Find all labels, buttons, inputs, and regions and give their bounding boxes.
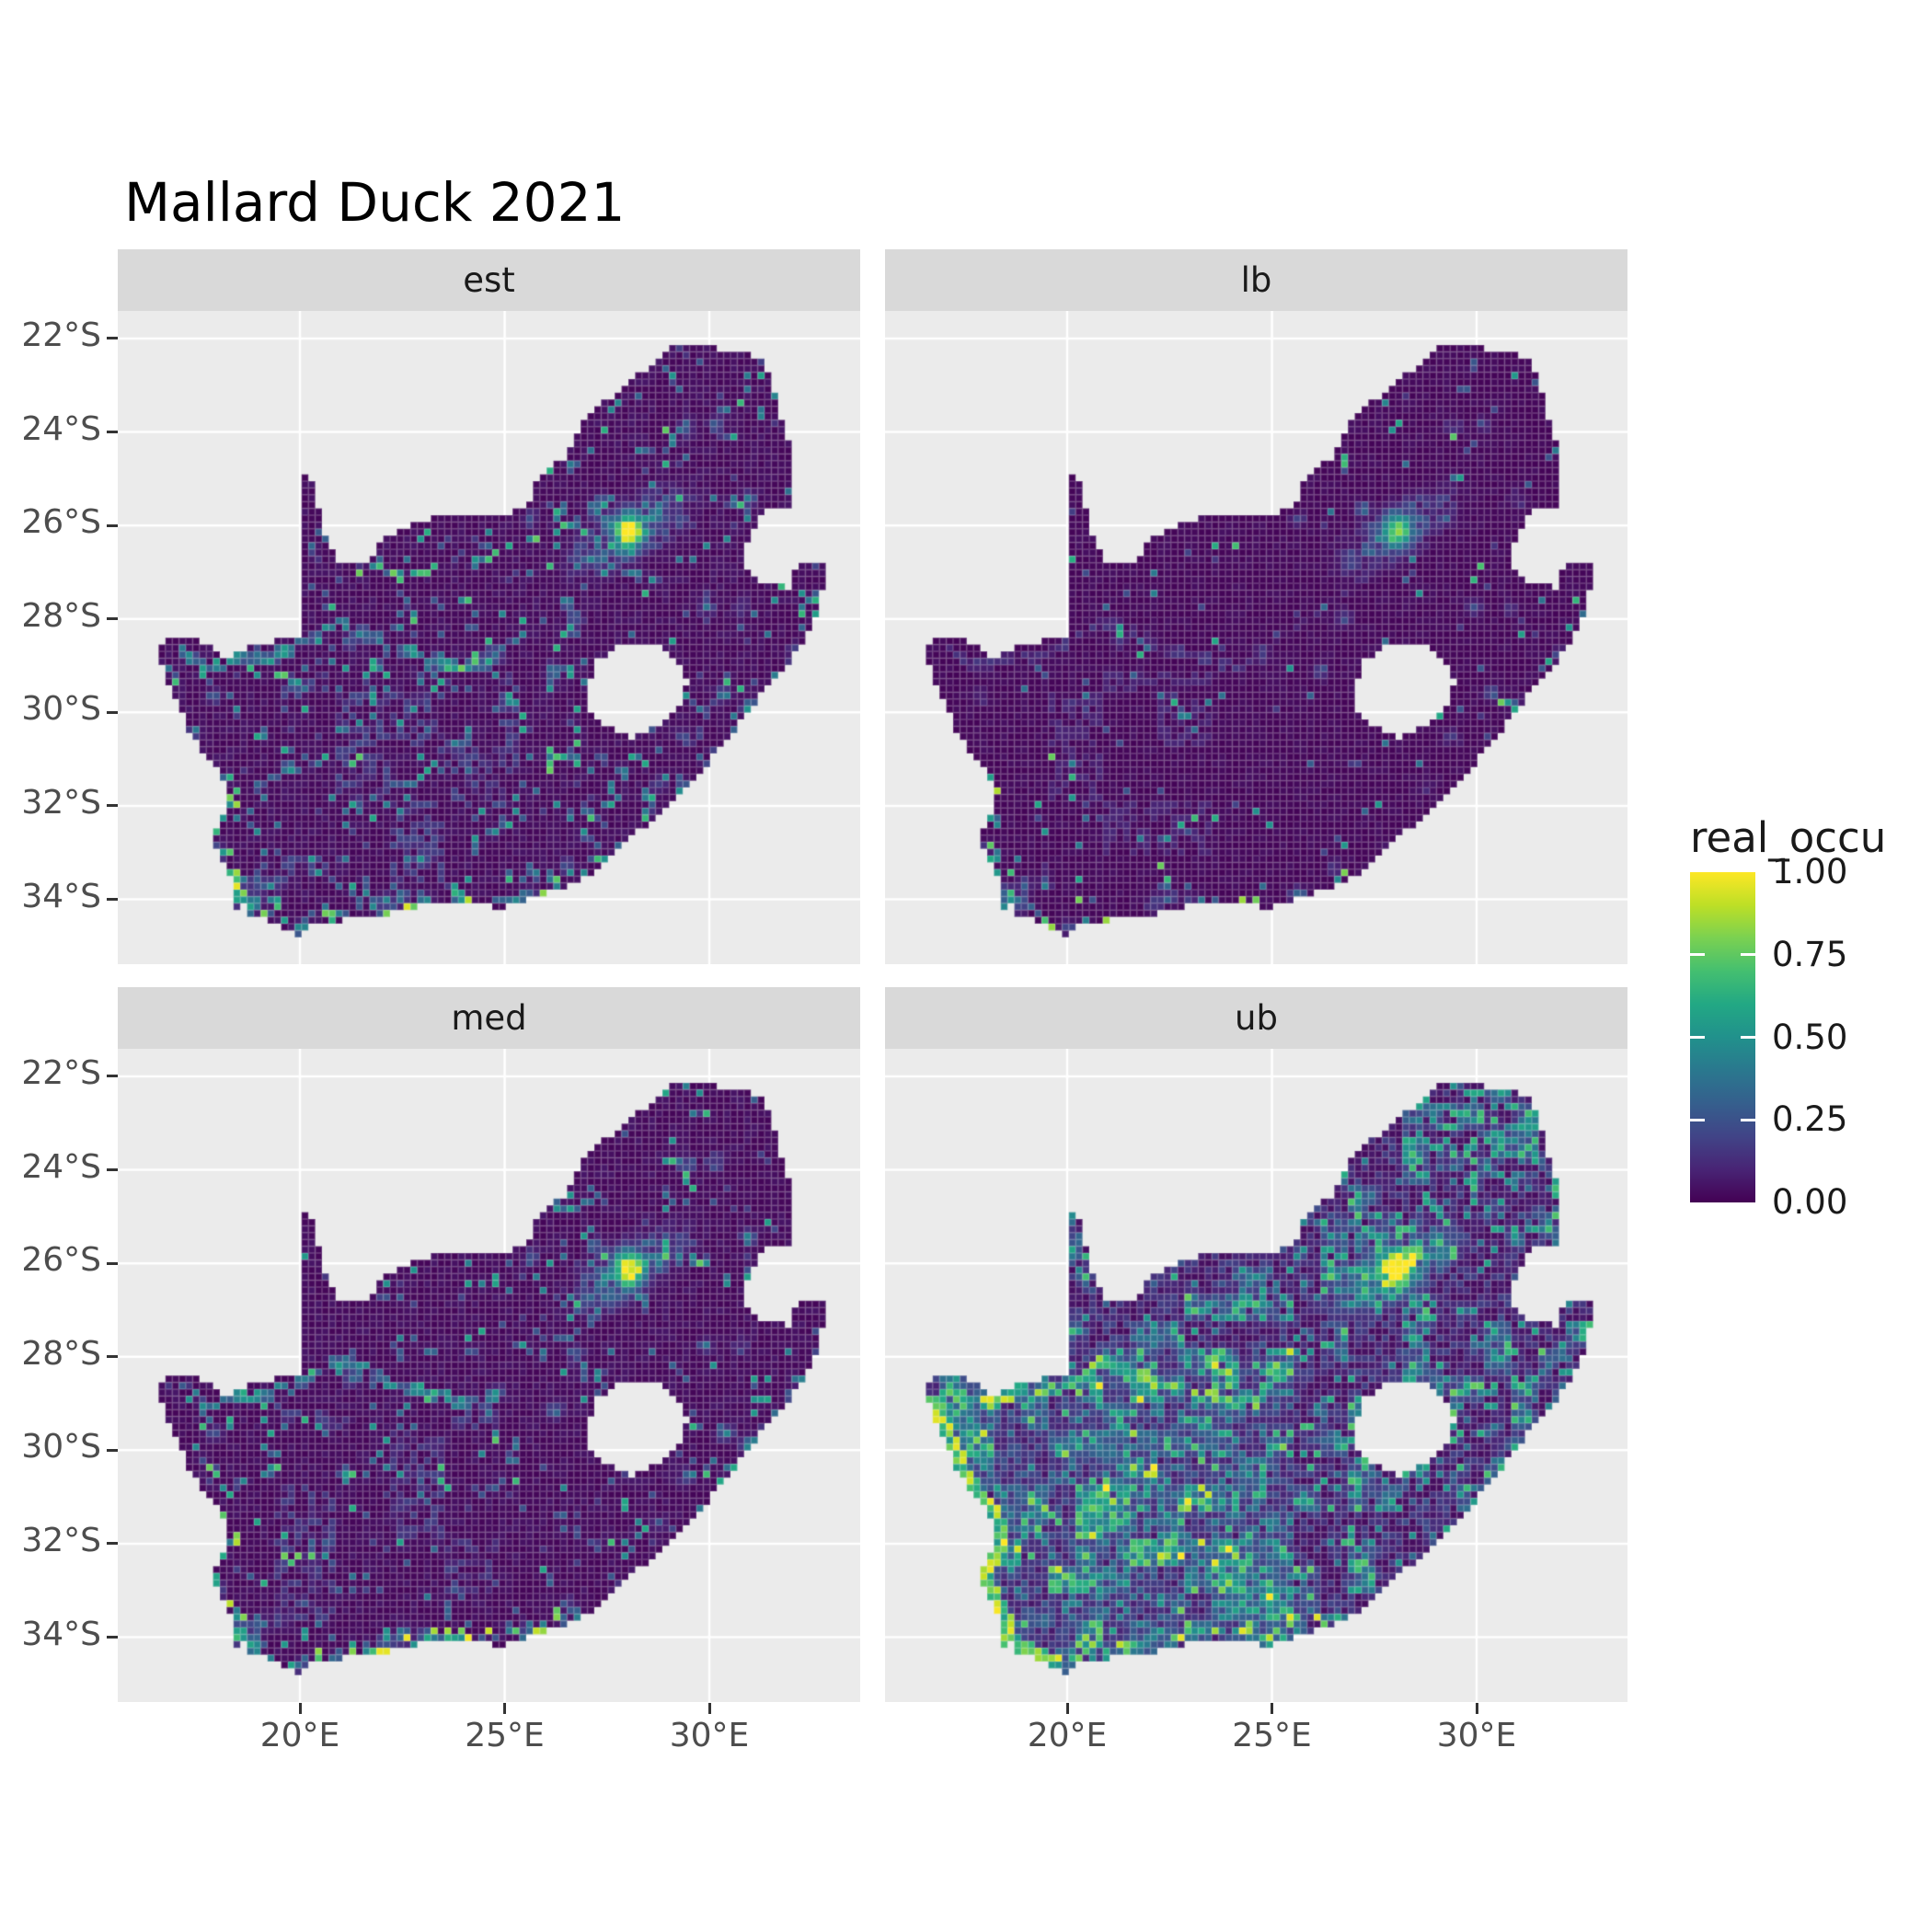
- map-panel-med: [118, 1049, 860, 1702]
- facet-strip-est: est: [118, 249, 860, 311]
- y-axis-tick-label: 22°S: [21, 1053, 101, 1092]
- x-axis-tick: [1065, 1703, 1069, 1714]
- facet-strip-label-ub: ub: [1235, 998, 1278, 1038]
- y-axis-tick-label: 32°S: [21, 1521, 101, 1559]
- y-axis-tick-label: 34°S: [21, 877, 101, 915]
- y-axis-tick-label: 26°S: [21, 1241, 101, 1280]
- x-axis-tick-label: 30°E: [669, 1717, 750, 1754]
- facet-strip-label-med: med: [451, 998, 527, 1038]
- plot-title: Mallard Duck 2021: [124, 171, 626, 234]
- x-axis-tick: [298, 1703, 302, 1714]
- y-axis-tick-label: 32°S: [21, 783, 101, 822]
- map-panel-ub: [885, 1049, 1627, 1702]
- x-axis-tick: [1475, 1703, 1478, 1714]
- x-axis-tick-label: 30°E: [1436, 1717, 1517, 1754]
- y-axis-tick-label: 30°S: [21, 690, 101, 729]
- legend-colorbar-tick: [1690, 1118, 1705, 1121]
- x-axis-tick: [1271, 1703, 1274, 1714]
- y-axis-tick: [107, 1355, 118, 1359]
- y-axis-tick-label: 28°S: [21, 596, 101, 635]
- x-axis-tick: [707, 1703, 711, 1714]
- facet-strip-ub: ub: [885, 987, 1627, 1049]
- map-panel-est: [118, 311, 860, 964]
- legend-title: real_occu: [1690, 813, 1887, 862]
- facet-strip-med: med: [118, 987, 860, 1049]
- y-axis-tick: [107, 1168, 118, 1172]
- y-axis-tick-label: 26°S: [21, 503, 101, 542]
- legend-tick-label: 1.00: [1772, 852, 1848, 891]
- y-axis-tick: [107, 523, 118, 527]
- y-axis-tick: [107, 710, 118, 714]
- legend-colorbar-tick: [1741, 1118, 1755, 1121]
- legend-tick-label: 0.25: [1772, 1099, 1848, 1140]
- y-axis-tick: [107, 898, 118, 902]
- y-axis-tick: [107, 617, 118, 621]
- x-axis-tick-label: 20°E: [1027, 1717, 1108, 1754]
- y-axis-tick: [107, 1636, 118, 1639]
- y-axis-tick-label: 30°S: [21, 1428, 101, 1466]
- map-panel-lb: [885, 311, 1627, 964]
- y-axis-tick: [107, 804, 118, 808]
- y-axis-tick: [107, 431, 118, 434]
- legend-colorbar-tick: [1741, 953, 1755, 957]
- y-axis-tick-label: 24°S: [21, 1147, 101, 1186]
- y-axis-tick: [107, 337, 118, 340]
- x-axis-tick-label: 25°E: [1232, 1717, 1312, 1754]
- legend-tick-label: 0.50: [1772, 1017, 1848, 1057]
- facet-strip-label-est: est: [463, 260, 515, 300]
- facet-strip-lb: lb: [885, 249, 1627, 311]
- y-axis-tick-label: 28°S: [21, 1334, 101, 1373]
- y-axis-tick: [107, 1075, 118, 1078]
- x-axis-tick: [503, 1703, 507, 1714]
- facet-strip-label-lb: lb: [1240, 260, 1272, 300]
- legend-colorbar-tick: [1690, 1036, 1705, 1039]
- x-axis-tick-label: 25°E: [465, 1717, 545, 1754]
- y-axis-tick: [107, 1261, 118, 1265]
- y-axis-tick-label: 22°S: [21, 316, 101, 354]
- x-axis-tick-label: 20°E: [259, 1717, 340, 1754]
- y-axis-tick: [107, 1448, 118, 1452]
- legend-tick-label: 0.75: [1772, 934, 1848, 974]
- legend-tick-label: 0.00: [1772, 1182, 1848, 1222]
- y-axis-tick-label: 34°S: [21, 1615, 101, 1653]
- legend-colorbar-tick: [1690, 953, 1705, 957]
- y-axis-tick-label: 24°S: [21, 409, 101, 448]
- legend-colorbar-tick: [1741, 1036, 1755, 1039]
- y-axis-tick: [107, 1542, 118, 1546]
